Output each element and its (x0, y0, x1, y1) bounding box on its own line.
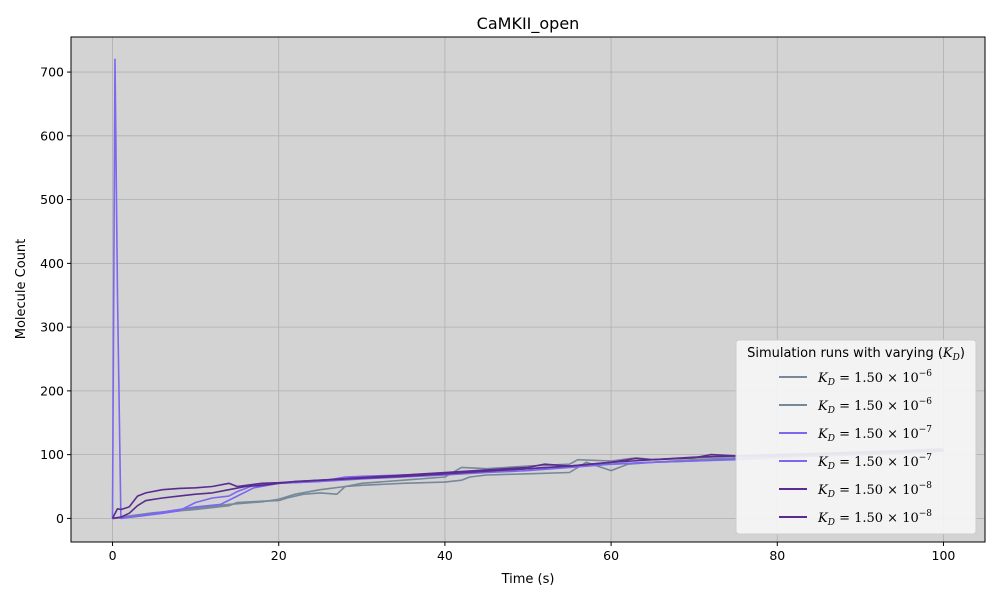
y-axis-label: Molecule Count (14, 239, 29, 340)
x-axis: 0 20 40 60 80 100 (109, 542, 956, 563)
y-tick-label: 700 (40, 65, 64, 80)
y-tick-label: 100 (40, 447, 64, 462)
y-tick-label: 300 (40, 320, 64, 335)
x-tick-label: 40 (437, 548, 453, 563)
x-tick-label: 80 (769, 548, 785, 563)
legend-label: KD = 1.50 × 10−8 (817, 509, 932, 528)
plot-frame (70, 36, 986, 543)
legend: Simulation runs with varying (KD) KD = 1… (735, 339, 977, 535)
y-axis: 0 100 200 300 400 500 600 700 (40, 65, 71, 526)
legend-label: KD = 1.50 × 10−7 (817, 453, 932, 472)
y-tick-label: 600 (40, 128, 64, 143)
legend-entries: KD = 1.50 × 10−6 KD = 1.50 × 10−6 KD = 1.5… (779, 369, 932, 528)
legend-label: KD = 1.50 × 10−7 (817, 425, 932, 444)
grid (71, 37, 985, 542)
x-tick-label: 0 (109, 548, 117, 563)
legend-label: KD = 1.50 × 10−8 (817, 481, 932, 500)
legend-label: KD = 1.50 × 10−6 (817, 397, 932, 416)
y-tick-label: 200 (40, 383, 64, 398)
y-tick-label: 400 (40, 256, 64, 271)
x-axis-label: Time (s) (501, 572, 555, 587)
x-tick-label: 20 (271, 548, 287, 563)
y-tick-label: 0 (56, 511, 64, 526)
chart-title: CaMKII_open (477, 14, 580, 34)
legend-title: Simulation runs with varying (KD) (747, 346, 965, 363)
legend-label: KD = 1.50 × 10−6 (817, 369, 932, 388)
y-tick-label: 500 (40, 192, 64, 207)
legend-box (735, 339, 977, 535)
x-tick-label: 60 (603, 548, 619, 563)
x-tick-label: 100 (932, 548, 956, 563)
